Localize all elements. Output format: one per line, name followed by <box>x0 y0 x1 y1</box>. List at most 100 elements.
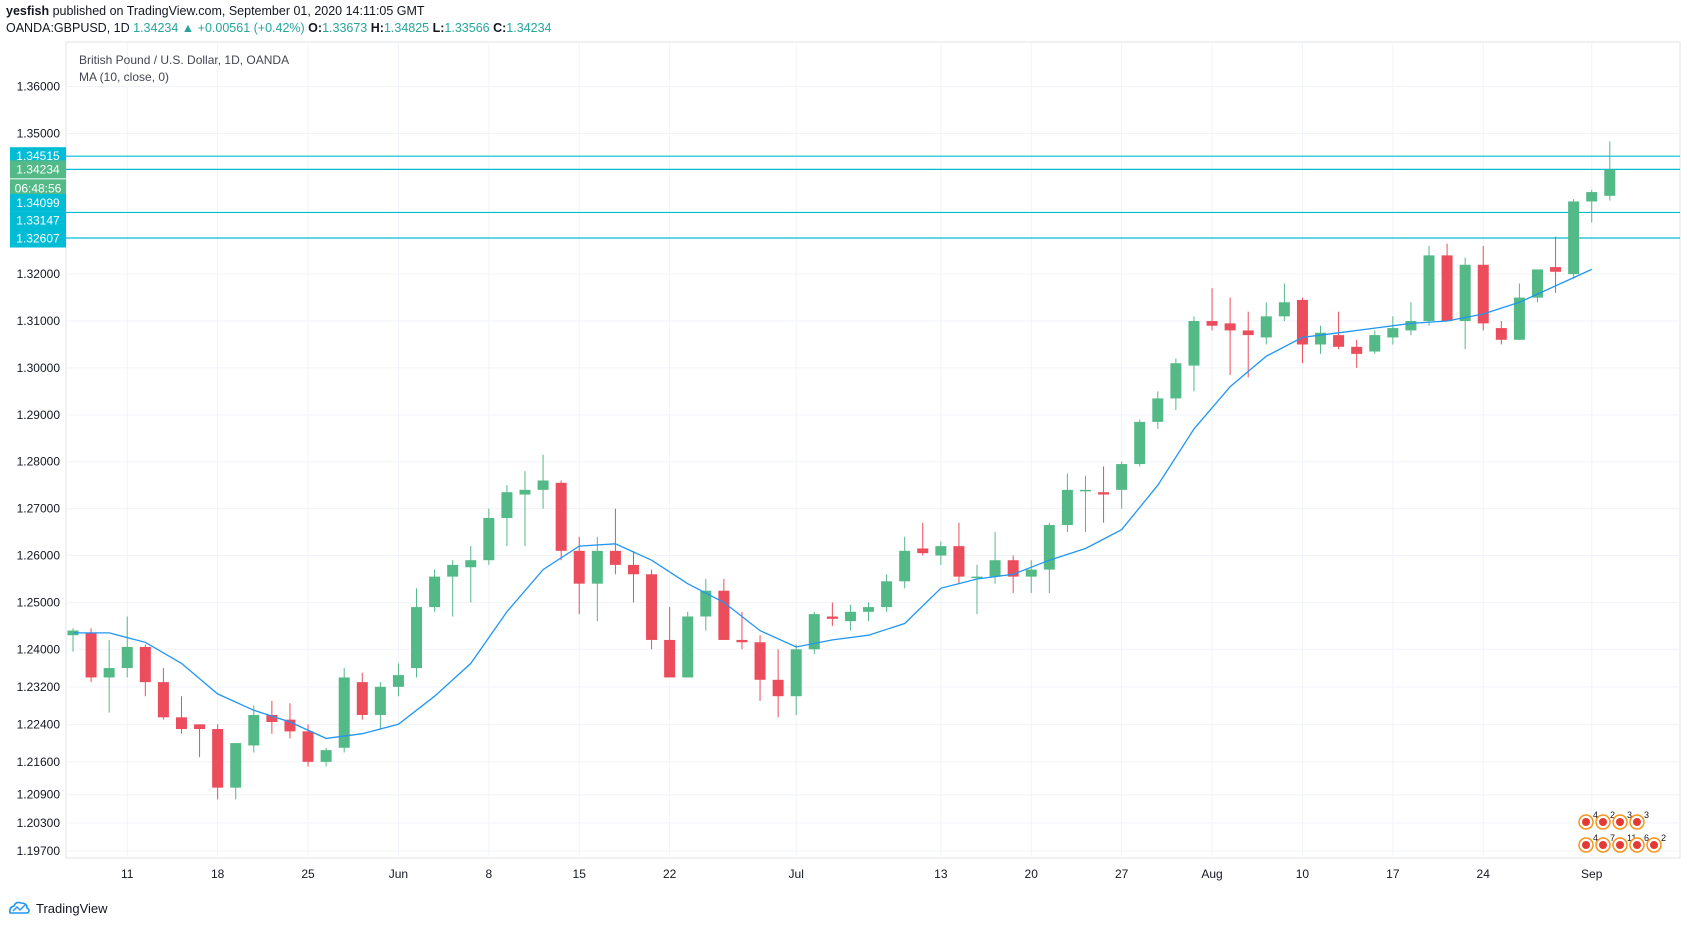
candle-body[interactable] <box>266 714 278 722</box>
candle-body[interactable] <box>1459 264 1471 322</box>
author-name[interactable]: yesfish <box>6 4 50 18</box>
candle-body[interactable] <box>1441 255 1453 322</box>
candle-body[interactable] <box>627 564 639 575</box>
candle-body[interactable] <box>826 616 838 619</box>
candle-body[interactable] <box>194 724 206 730</box>
candle-body[interactable] <box>899 550 911 582</box>
candle-body[interactable] <box>881 581 893 608</box>
candle-body[interactable] <box>429 576 441 608</box>
candle-body[interactable] <box>374 686 386 715</box>
publish-line: yesfish published on TradingView.com, Se… <box>6 4 425 18</box>
candle-body[interactable] <box>971 576 983 579</box>
candle-body[interactable] <box>121 646 133 669</box>
candle-body[interactable] <box>465 560 477 568</box>
candle-body[interactable] <box>591 550 603 584</box>
price-axis-label-bg <box>10 160 66 179</box>
candle-body[interactable] <box>1495 328 1507 340</box>
candle-body[interactable] <box>935 546 947 556</box>
candle-body[interactable] <box>1116 464 1128 490</box>
candle-body[interactable] <box>1586 192 1598 202</box>
candle-body[interactable] <box>284 719 296 732</box>
candle-body[interactable] <box>519 489 531 495</box>
candle-body[interactable] <box>953 546 965 577</box>
candle-body[interactable] <box>700 590 712 617</box>
candle-body[interactable] <box>736 639 748 643</box>
candle-body[interactable] <box>501 492 513 518</box>
candle-body[interactable] <box>1188 321 1200 366</box>
candle-body[interactable] <box>989 560 1001 577</box>
candle-body[interactable] <box>790 649 802 697</box>
candle-body[interactable] <box>537 480 549 490</box>
candle-body[interactable] <box>808 614 820 650</box>
legend-indicator[interactable]: MA (10, close, 0) <box>79 70 170 84</box>
candle-body[interactable] <box>1477 264 1489 324</box>
candle-body[interactable] <box>646 574 658 640</box>
candle-body[interactable] <box>1098 492 1110 495</box>
candle-body[interactable] <box>754 642 766 680</box>
candle-body[interactable] <box>1260 316 1272 338</box>
candle-body[interactable] <box>1134 421 1146 465</box>
candle-body[interactable] <box>483 518 495 561</box>
candle-body[interactable] <box>356 682 368 715</box>
candle-body[interactable] <box>1079 489 1091 492</box>
candle-body[interactable] <box>392 675 404 687</box>
candle-body[interactable] <box>1405 321 1417 331</box>
candle-body[interactable] <box>1242 330 1254 336</box>
footer-brand[interactable]: TradingView <box>8 897 108 919</box>
candle-body[interactable] <box>212 729 224 788</box>
candle-body[interactable] <box>1351 346 1363 354</box>
candle-body[interactable] <box>103 668 115 678</box>
last-price: 1.34234 <box>133 21 179 35</box>
candle-body[interactable] <box>1043 525 1055 570</box>
ma-line[interactable] <box>73 268 1592 740</box>
x-tick-label: Sep <box>1581 867 1603 881</box>
event-count: 7 <box>1610 833 1615 843</box>
candle-body[interactable] <box>555 482 567 551</box>
candle-body[interactable] <box>1513 297 1525 340</box>
candle-body[interactable] <box>447 564 459 577</box>
candle-body[interactable] <box>682 616 694 678</box>
candle-body[interactable] <box>1531 269 1543 298</box>
candle-body[interactable] <box>1206 321 1218 326</box>
candle-body[interactable] <box>1278 302 1290 317</box>
candle-body[interactable] <box>1296 299 1308 345</box>
candle-body[interactable] <box>1315 332 1327 345</box>
candle-body[interactable] <box>1007 560 1019 577</box>
candle-body[interactable] <box>1333 335 1345 347</box>
candle-body[interactable] <box>844 611 856 622</box>
candle-body[interactable] <box>1604 169 1616 196</box>
candle-body[interactable] <box>157 682 169 718</box>
candle-body[interactable] <box>85 632 97 678</box>
candle-body[interactable] <box>175 717 187 730</box>
candle-body[interactable] <box>1170 363 1182 399</box>
event-flag-fill <box>1616 841 1624 849</box>
candle-body[interactable] <box>573 550 585 584</box>
event-flag-fill <box>1582 841 1590 849</box>
candle-body[interactable] <box>248 714 260 746</box>
candle-body[interactable] <box>1369 335 1381 352</box>
candle-body[interactable] <box>772 679 784 697</box>
candle-body[interactable] <box>338 677 350 748</box>
change-arrow-icon: ▲ <box>181 21 195 35</box>
candle-body[interactable] <box>139 646 151 683</box>
candle-body[interactable] <box>1387 328 1399 338</box>
candle-body[interactable] <box>1061 489 1073 526</box>
candle-body[interactable] <box>411 607 423 669</box>
candle-body[interactable] <box>230 743 242 788</box>
candle-body[interactable] <box>302 731 314 762</box>
candle-body[interactable] <box>664 639 676 678</box>
candle-body[interactable] <box>1152 398 1164 422</box>
candle-body[interactable] <box>917 548 929 554</box>
candle-body[interactable] <box>1224 323 1236 331</box>
candle-body[interactable] <box>320 750 332 762</box>
event-count: 3 <box>1644 810 1649 820</box>
ohlc-line: OANDA:GBPUSD, 1D 1.34234 ▲ +0.00561 (+0.… <box>6 21 551 35</box>
candle-body[interactable] <box>1025 569 1037 577</box>
candle-body[interactable] <box>609 550 621 565</box>
candle-body[interactable] <box>863 607 875 612</box>
candle-body[interactable] <box>1550 267 1562 272</box>
candle-body[interactable] <box>718 590 730 640</box>
candle-body[interactable] <box>1568 201 1580 275</box>
candle-body[interactable] <box>1423 255 1435 322</box>
